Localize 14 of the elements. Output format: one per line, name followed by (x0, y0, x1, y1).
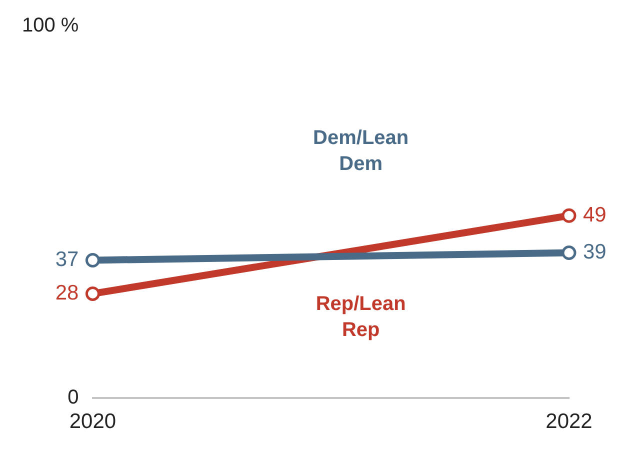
y-tick-label: 100 % (22, 14, 79, 37)
point (562, 246, 576, 260)
data-label: 39 (583, 240, 606, 264)
x-tick-label: 2020 (69, 410, 116, 434)
series-label: Rep/Lean Rep (316, 293, 406, 342)
point (85, 286, 100, 301)
data-label: 37 (55, 248, 79, 272)
data-label: 28 (55, 281, 79, 304)
x-tick-label: 2022 (546, 410, 592, 434)
y-tick-label: 0 (68, 386, 79, 408)
point (562, 208, 576, 223)
data-label: 49 (583, 203, 606, 226)
text: Dem/Lean Dem (313, 127, 409, 176)
point (85, 252, 100, 268)
